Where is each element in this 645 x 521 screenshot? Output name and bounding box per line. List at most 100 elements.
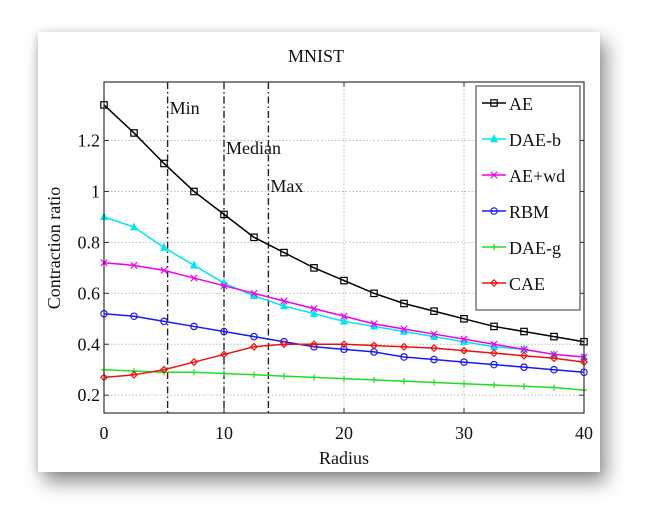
chart-title: MNIST — [288, 46, 344, 66]
data-point-ae-wd — [190, 274, 198, 282]
data-point-dae-b — [129, 222, 139, 231]
y-tick-label: 1 — [91, 181, 100, 201]
data-point-ae-wd — [220, 282, 228, 290]
legend-item-dae-b: DAE-b — [482, 130, 561, 150]
data-point-ae-wd — [160, 266, 168, 275]
data-point-rbm — [550, 365, 558, 374]
series-line-ae — [103, 104, 585, 343]
chart: MNIST Radius Contraction ratio Min Median… — [44, 46, 593, 468]
data-point-ae-wd — [370, 320, 378, 328]
y-tick-label: 0.6 — [78, 283, 101, 303]
legend-item-dae-g: DAE-g — [482, 238, 561, 258]
x-axis-label: Radius — [319, 448, 369, 468]
data-point-rbm — [190, 322, 198, 331]
data-point-cae — [459, 346, 469, 355]
legend-box — [475, 85, 581, 311]
data-point-dae-g — [520, 383, 528, 390]
data-point-rbm — [400, 353, 408, 361]
x-tick-label: 20 — [335, 423, 353, 443]
data-point-dae-g — [490, 381, 498, 389]
legend-marker — [489, 134, 499, 143]
data-point-rbm — [460, 358, 468, 366]
x-tick-label: 0 — [100, 423, 109, 443]
data-point-dae-g — [190, 369, 198, 376]
data-point-ae-wd — [280, 297, 288, 305]
data-point-cae — [309, 340, 319, 349]
x-tick-label: 40 — [575, 423, 593, 443]
data-point-ae — [280, 248, 288, 257]
data-point-dae-g — [460, 380, 468, 387]
data-point-ae-wd — [130, 261, 138, 269]
data-point-dae-g — [310, 374, 318, 381]
data-point-rbm — [430, 355, 438, 364]
data-point-dae-g — [400, 377, 408, 385]
legend-label: RBM — [509, 202, 549, 222]
y-tick-label: 1.2 — [78, 131, 101, 151]
series-cae — [99, 340, 589, 382]
data-point-ae — [220, 210, 228, 219]
data-point-ae — [340, 276, 348, 285]
data-point-rbm — [130, 312, 138, 321]
data-point-ae — [520, 327, 528, 336]
data-point-ae-wd — [340, 312, 348, 320]
data-point-cae — [159, 365, 169, 374]
y-tick-label: 0.8 — [78, 232, 101, 252]
x-tick-label: 10 — [215, 423, 233, 443]
data-point-rbm — [160, 317, 168, 326]
data-point-cae — [219, 350, 229, 359]
legend-item-ae-wd: AE+wd — [482, 166, 565, 186]
series-line-rbm — [103, 312, 585, 374]
data-point-dae-g — [550, 384, 558, 391]
data-point-dae-g — [280, 372, 288, 380]
legend-marker — [490, 243, 498, 251]
series-ae-wd — [100, 259, 588, 361]
y-tick-label: 0.4 — [78, 334, 101, 354]
data-point-ae-wd — [430, 330, 438, 338]
data-point-cae — [519, 351, 529, 360]
series-line-cae — [103, 343, 585, 379]
data-point-cae — [549, 354, 559, 363]
data-point-ae — [130, 129, 138, 137]
data-point-ae — [370, 289, 378, 298]
data-point-dae-b — [309, 308, 319, 317]
data-point-ae — [490, 322, 498, 331]
legend-marker — [490, 99, 498, 107]
legend-label: AE+wd — [509, 166, 565, 186]
data-point-ae — [550, 332, 558, 341]
data-point-ae-wd — [400, 325, 408, 333]
legend-marker — [490, 207, 498, 215]
legend-item-rbm: RBM — [482, 202, 549, 222]
data-point-ae — [310, 264, 318, 272]
data-point-ae — [430, 307, 438, 315]
figure-frame: MNIST Radius Contraction ratio Min Median… — [38, 32, 600, 472]
plot-area — [103, 81, 585, 414]
data-point-ae — [190, 187, 198, 196]
data-point-dae-b — [279, 301, 289, 310]
legend-item-ae: AE — [482, 94, 533, 114]
series-ae — [100, 101, 588, 346]
data-point-ae-wd — [520, 345, 528, 353]
data-point-rbm — [490, 360, 498, 369]
data-point-cae — [339, 340, 349, 349]
data-point-dae-b — [159, 242, 169, 251]
legend-item-cae: CAE — [482, 274, 545, 294]
legend-marker — [489, 278, 499, 288]
data-point-dae-g — [340, 375, 348, 382]
data-point-cae — [249, 342, 259, 351]
x-tick-label: 30 — [455, 423, 473, 443]
data-point-cae — [189, 358, 199, 367]
data-point-cae — [129, 370, 139, 379]
data-point-ae — [400, 299, 408, 308]
series-dae-g — [100, 366, 588, 394]
data-point-dae-g — [370, 376, 378, 384]
data-point-cae — [369, 341, 379, 350]
data-point-cae — [399, 342, 409, 351]
data-point-ae-wd — [310, 304, 318, 313]
annotation-label-median: Median — [226, 138, 281, 158]
data-point-rbm — [250, 332, 258, 341]
data-point-rbm — [340, 345, 348, 354]
data-point-dae-g — [250, 371, 258, 379]
data-point-ae — [160, 159, 168, 168]
data-point-rbm — [220, 327, 228, 336]
data-point-ae — [460, 314, 468, 323]
